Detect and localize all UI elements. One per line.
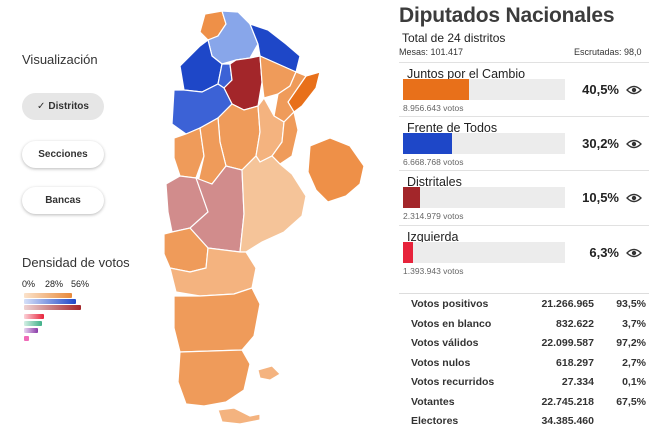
bancas-button[interactable]: Bancas	[22, 187, 104, 214]
totals-label: Votantes	[411, 395, 455, 408]
province-salta[interactable]	[207, 10, 259, 65]
province-chubut[interactable]	[173, 287, 261, 353]
argentina-district-map[interactable]	[160, 6, 370, 430]
totals-label: Votos nulos	[411, 356, 471, 369]
party-row[interactable]: Izquierda 1.393.943 votos 6,3%	[399, 225, 649, 279]
totals-row: Electores 34.385.460	[399, 411, 649, 431]
density-heading: Densidad de votos	[22, 255, 130, 270]
totals-pct: 3,7%	[622, 317, 646, 330]
totals-pct: 67,5%	[616, 395, 646, 408]
totals-table: Votos positivos 21.266.965 93,5% Votos e…	[399, 293, 649, 431]
party-name: Frente de Todos	[407, 121, 498, 135]
totals-pct: 2,7%	[622, 356, 646, 369]
party-bar-fill	[403, 187, 420, 208]
totals-label: Votos positivos	[411, 298, 489, 310]
party-bar-track	[403, 133, 565, 154]
party-votes: 6.668.768 votos	[403, 157, 464, 167]
totals-value: 618.297	[556, 356, 594, 369]
density-bar-green	[24, 321, 42, 326]
party-votes: 8.956.643 votos	[403, 103, 464, 113]
totals-label: Votos en blanco	[411, 317, 492, 330]
eye-icon[interactable]	[626, 247, 642, 259]
uruguay-region	[307, 137, 365, 203]
secciones-button[interactable]: Secciones	[22, 141, 104, 168]
checkmark-icon: ✓	[37, 101, 46, 112]
totals-label: Votos válidos	[411, 337, 479, 349]
bancas-button-label: Bancas	[45, 195, 81, 206]
party-row[interactable]: Juntos por el Cambio 8.956.643 votos 40,…	[399, 62, 649, 116]
party-bar-fill	[403, 242, 413, 263]
density-bar-frente	[24, 299, 76, 304]
distritos-button-label: Distritos	[48, 101, 89, 112]
density-scale-min: 0%	[22, 279, 36, 289]
density-bar-purple	[24, 328, 38, 333]
province-santa-cruz[interactable]	[177, 349, 251, 407]
totals-value: 832.622	[556, 317, 594, 330]
party-name: Distritales	[407, 175, 462, 189]
party-name: Juntos por el Cambio	[407, 67, 526, 81]
party-percentage: 30,2%	[582, 136, 619, 151]
party-percentage: 40,5%	[582, 82, 619, 97]
islas-malvinas[interactable]	[257, 365, 281, 381]
party-bar-track	[403, 242, 565, 263]
density-bar-distritales	[24, 305, 81, 310]
eye-icon[interactable]	[626, 138, 642, 150]
totals-value: 22.099.587	[541, 337, 594, 349]
party-name: Izquierda	[407, 230, 459, 244]
secciones-button-label: Secciones	[38, 149, 88, 160]
density-scale-max: 56%	[71, 279, 90, 289]
party-bar-fill	[403, 133, 452, 154]
province-tierra-del-fuego[interactable]	[217, 407, 261, 425]
totals-row: Votos nulos 618.297 2,7%	[399, 353, 649, 373]
mesas-count: Mesas: 101.417	[399, 47, 464, 57]
party-bar-fill	[403, 79, 469, 100]
density-bar-pink	[24, 336, 29, 341]
totals-row: Votos en blanco 832.622 3,7%	[399, 314, 649, 334]
party-percentage: 10,5%	[582, 190, 619, 205]
totals-label: Electores	[411, 415, 459, 427]
party-row[interactable]: Distritales 2.314.979 votos 10,5%	[399, 170, 649, 224]
party-votes: 2.314.979 votos	[403, 211, 464, 221]
totals-value: 34.385.460	[541, 415, 594, 427]
visualization-heading: Visualización	[22, 52, 98, 67]
distritos-button[interactable]: ✓ Distritos	[22, 93, 104, 120]
density-bar-juntos	[24, 293, 72, 298]
totals-value: 22.745.218	[541, 395, 594, 408]
province-san-juan[interactable]	[173, 127, 205, 179]
party-bar-track	[403, 187, 565, 208]
totals-label: Votos recurridos	[411, 376, 495, 388]
province-rio-negro[interactable]	[169, 247, 257, 297]
province-buenos-aires[interactable]	[239, 155, 307, 253]
totals-pct: 93,5%	[616, 298, 646, 310]
party-votes: 1.393.943 votos	[403, 266, 464, 276]
totals-row: Votos positivos 21.266.965 93,5%	[399, 294, 649, 314]
escrutadas-count: Escrutadas: 98,0	[574, 47, 642, 57]
totals-pct: 0,1%	[622, 376, 646, 388]
eye-icon[interactable]	[626, 192, 642, 204]
eye-icon[interactable]	[626, 84, 642, 96]
totals-row: Votantes 22.745.218 67,5%	[399, 392, 649, 412]
districts-subtitle: Total de 24 distritos	[402, 31, 506, 45]
party-bar-track	[403, 79, 565, 100]
totals-row: Votos válidos 22.099.587 97,2%	[399, 333, 649, 353]
totals-pct: 97,2%	[616, 337, 646, 349]
party-row[interactable]: Frente de Todos 6.668.768 votos 30,2%	[399, 116, 649, 170]
density-bar-izquierda	[24, 314, 44, 319]
totals-row: Votos recurridos 27.334 0,1%	[399, 372, 649, 392]
page-title: Diputados Nacionales	[399, 4, 615, 27]
totals-value: 27.334	[561, 376, 594, 388]
totals-value: 21.266.965	[541, 298, 594, 310]
party-percentage: 6,3%	[589, 245, 619, 260]
province-entre-rios[interactable]	[271, 110, 299, 165]
density-scale-mid: 28%	[45, 279, 64, 289]
